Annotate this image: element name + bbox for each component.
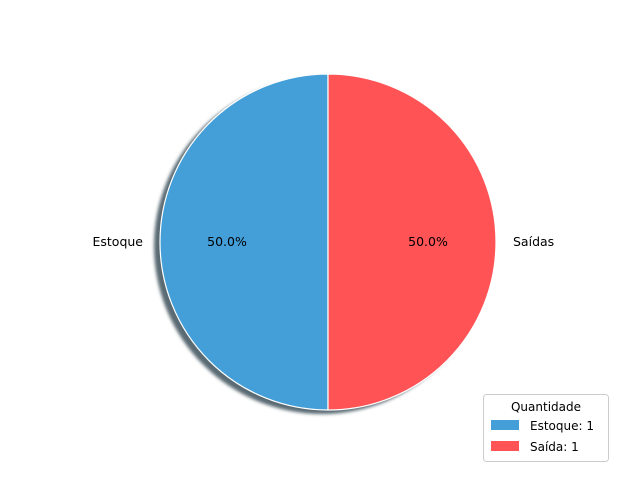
legend-label-estoque: Estoque: 1 bbox=[530, 419, 594, 433]
pie-slices bbox=[159, 73, 497, 411]
slice-percent-saidas: 50.0% bbox=[408, 234, 448, 249]
legend-label-saida: Saída: 1 bbox=[530, 440, 579, 454]
legend: Quantidade Estoque: 1 Saída: 1 bbox=[483, 394, 609, 462]
slice-label-estoque: Estoque bbox=[92, 234, 143, 249]
slice-label-saidas: Saídas bbox=[513, 234, 554, 249]
pie-slice-saidas bbox=[327, 73, 497, 411]
slice-percent-estoque: 50.0% bbox=[207, 234, 247, 249]
legend-title: Quantidade bbox=[511, 400, 581, 414]
pie-slice-estoque bbox=[159, 73, 329, 411]
legend-swatch-estoque bbox=[491, 420, 519, 430]
legend-swatch-saida bbox=[491, 441, 519, 451]
